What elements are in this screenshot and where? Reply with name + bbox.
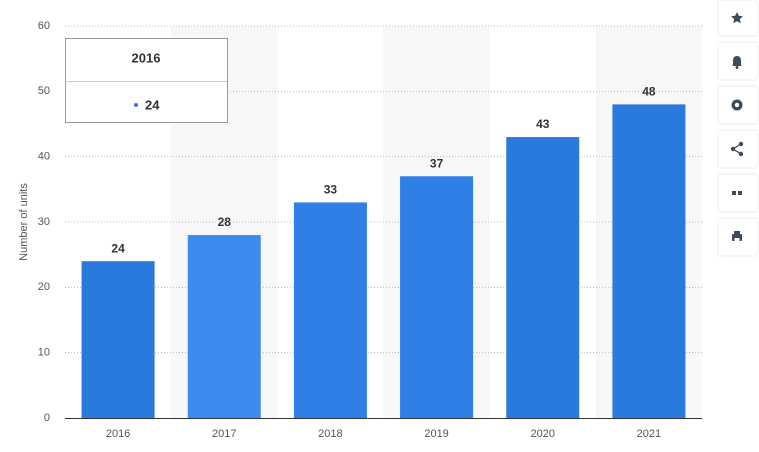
bar [400, 176, 474, 418]
value-label: 33 [324, 183, 338, 197]
tooltip-box [65, 38, 228, 123]
bar [612, 104, 686, 419]
y-axis-label: Number of units [18, 183, 30, 261]
value-label: 24 [111, 241, 125, 255]
bar [81, 261, 155, 418]
tooltip: 2016 24 [65, 38, 228, 123]
x-tick-label: 2019 [424, 428, 448, 440]
value-label: 37 [430, 156, 444, 170]
y-tick-label: 60 [38, 20, 50, 32]
x-tick-label: 2021 [637, 428, 661, 440]
tooltip-category: 2016 [132, 50, 161, 65]
favorite-button[interactable] [717, 0, 759, 37]
bar-layer [81, 104, 686, 419]
grid-layer [65, 25, 702, 419]
cite-button[interactable] [717, 173, 759, 213]
tooltip-dot [134, 103, 138, 107]
y-tick-label: 0 [44, 412, 50, 424]
value-label: 28 [218, 215, 232, 229]
bar [187, 235, 261, 418]
x-tick-label: 2017 [212, 428, 236, 440]
y-tick-label: 20 [38, 281, 50, 293]
tooltip-value: 24 [145, 97, 160, 112]
y-tick-label: 50 [38, 85, 50, 97]
x-tick-label: 2018 [318, 428, 342, 440]
x-tick-label: 2016 [106, 428, 130, 440]
value-label: 48 [642, 85, 656, 99]
bar [293, 202, 367, 418]
value-label: 43 [536, 117, 550, 131]
x-tick-label: 2020 [531, 428, 555, 440]
sidebar [717, 0, 759, 257]
share-button[interactable] [717, 129, 759, 169]
y-tick-label: 10 [38, 347, 50, 359]
bar [506, 137, 580, 419]
y-tick-label: 40 [38, 151, 50, 163]
y-tick-label: 30 [38, 216, 50, 228]
print-button[interactable] [717, 217, 759, 257]
settings-button[interactable] [717, 85, 759, 125]
notification-button[interactable] [717, 41, 759, 81]
